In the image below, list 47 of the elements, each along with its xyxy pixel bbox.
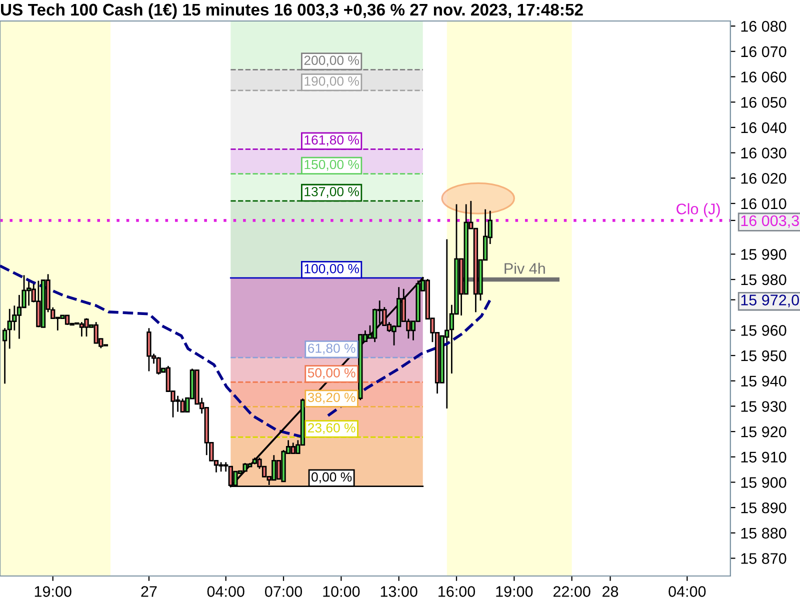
x-tick-label: 13:00	[380, 586, 418, 597]
annotation: 61,80 %	[308, 344, 356, 354]
annotation: 200,00 %	[304, 56, 359, 67]
annotation: 137,00 %	[304, 186, 359, 198]
y-tick-label: 15 940	[741, 376, 786, 387]
y-tick-label: 15 920	[741, 426, 786, 438]
annotation: 100,00 %	[304, 264, 359, 275]
x-tick-label: 19:00	[34, 586, 72, 597]
y-tick-label: 16 070	[741, 46, 786, 58]
y-tick-label: 16 030	[741, 148, 786, 158]
x-tick-label: 16:00	[438, 586, 476, 597]
y-tick-label: 16 010	[741, 198, 786, 210]
y-tick-label: 16 060	[741, 72, 786, 82]
x-tick-label: 04:00	[207, 586, 244, 597]
annotation: 38,20 %	[308, 392, 356, 404]
x-tick-label: 07:00	[264, 586, 302, 597]
y-tick-label: 15 980	[741, 274, 786, 286]
annotation: 150,00 %	[304, 160, 359, 171]
chart-title: US Tech 100 Cash (1€) 15 minutes 16 003,3 +0,36 % 27 nov. 2023, 17:48:52	[1, 3, 583, 19]
annotation: 190,00 %	[304, 76, 359, 88]
y-tick-label: 16 080	[741, 20, 786, 32]
y-tick-label: 16 003,3	[741, 215, 799, 228]
annotation: 0,00 %	[312, 472, 352, 484]
x-tick-label: 10:00	[323, 586, 360, 597]
y-tick-label: 15 870	[741, 553, 786, 564]
y-tick-label: 15 890	[741, 502, 786, 514]
y-tick-label: 15 960	[741, 325, 786, 336]
y-tick-label: 16 040	[741, 122, 786, 134]
y-tick-label: 16 050	[741, 96, 786, 108]
y-tick-label: 16 020	[741, 172, 786, 184]
x-tick-label: 19:00	[496, 586, 533, 597]
y-tick-label: 15 972,0	[741, 294, 799, 308]
annotation: 50,00 %	[308, 368, 356, 380]
annotation: 23,60 %	[308, 423, 356, 434]
annotation: 161,80 %	[304, 135, 359, 146]
y-tick-label: 15 880	[741, 528, 786, 539]
x-tick-label: 27	[141, 586, 157, 597]
y-tick-label: 15 910	[741, 452, 786, 463]
y-tick-label: 15 900	[741, 477, 786, 488]
ref-line-label: Clo (J)	[676, 203, 720, 218]
series-label: Piv 4h	[504, 262, 545, 274]
x-tick-label: 28	[602, 586, 618, 597]
x-tick-label: 22:00	[553, 586, 590, 597]
x-tick-label: 04:00	[668, 586, 706, 597]
y-tick-label: 15 950	[741, 350, 786, 362]
y-tick-label: 15 990	[741, 249, 786, 260]
y-tick-label: 15 930	[741, 401, 786, 412]
